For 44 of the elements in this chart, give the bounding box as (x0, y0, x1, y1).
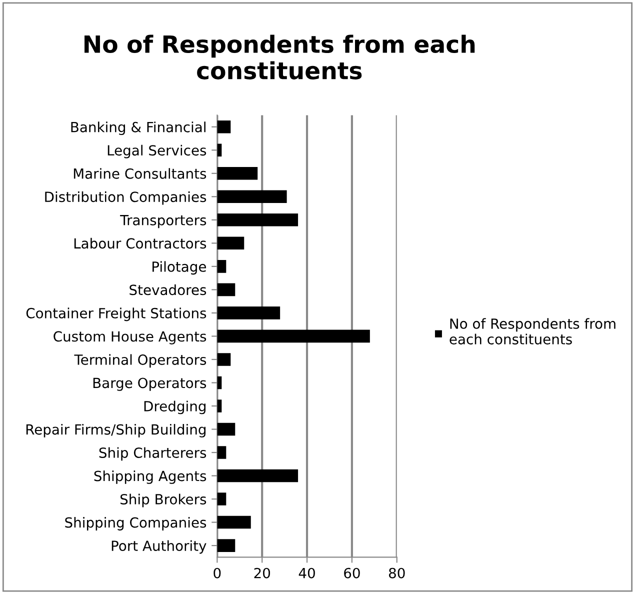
bar (217, 353, 231, 366)
x-tick-label: 80 (388, 568, 405, 578)
bar (217, 516, 251, 529)
bar (217, 166, 258, 180)
y-tick-label: Dredging (144, 400, 206, 414)
y-tick-label: Custom House Agents (54, 331, 206, 344)
y-tick-label: Legal Services (108, 144, 206, 158)
y-tick-label: Port Authority (112, 540, 206, 554)
bar (217, 539, 236, 552)
y-tick-label: Container Freight Stations (26, 308, 206, 322)
y-tick-label: Terminal Operators (74, 354, 206, 368)
bar (217, 469, 298, 482)
bar (217, 492, 226, 506)
bar (217, 330, 370, 343)
bar (217, 236, 244, 250)
bar (217, 283, 236, 296)
bar (217, 400, 222, 412)
y-tick-label: Barge Operators (93, 378, 206, 391)
x-tick-label: 0 (214, 568, 221, 578)
y-tick-label: Labour Contractors (74, 238, 206, 249)
bar (217, 260, 226, 273)
y-tick-label: Distribution Companies (45, 191, 206, 205)
y-tick-label: Ship Charterers (99, 447, 206, 461)
y-tick-label: Shipping Agents (94, 470, 206, 484)
bar (217, 214, 298, 226)
bar (217, 306, 280, 320)
y-tick-label: Ship Brokers (120, 494, 206, 508)
bar (217, 120, 231, 134)
legend-label: No of Respondents from each constituents (450, 318, 616, 344)
y-tick-label: Pilotage (152, 261, 206, 275)
bar (217, 446, 226, 459)
bar (217, 422, 236, 436)
y-tick-label: Stevadores (130, 284, 206, 296)
x-tick-label: 40 (298, 568, 315, 578)
x-tick-label: 60 (344, 568, 360, 578)
y-tick-label: Repair Firms/Ship Building (26, 424, 206, 438)
bar (217, 190, 287, 204)
x-tick-label: 20 (254, 568, 270, 578)
chart-title: No of Respondents from each constituents (84, 34, 475, 80)
y-tick-label: Marine Consultants (74, 168, 206, 179)
y-tick-label: Shipping Companies (65, 517, 206, 530)
y-tick-label: Banking & Financial (71, 122, 206, 136)
y-tick-label: Transporters (120, 215, 206, 228)
bar (217, 144, 222, 157)
